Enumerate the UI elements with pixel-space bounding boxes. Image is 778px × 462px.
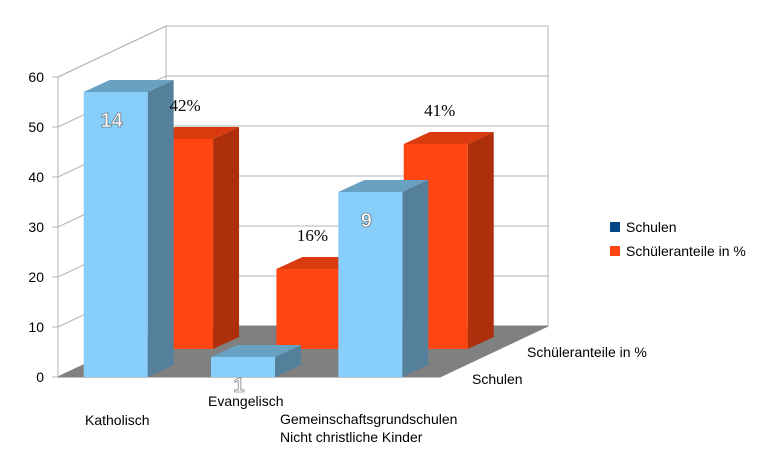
y-tick-label: 10 — [28, 319, 44, 335]
category-labels: Katholisch Evangelisch Gemeinschaftsgrunds… — [85, 393, 457, 445]
bar-side — [402, 180, 429, 377]
category-label: Gemeinschaftsgrundschulen Nicht christlic… — [280, 411, 457, 445]
depth-label-schueleranteile: Schüleranteile in % — [527, 344, 647, 360]
bar-front — [211, 357, 275, 377]
gridline — [57, 25, 548, 78]
y-axis-ticks: 0 10 20 30 40 50 60 — [28, 69, 58, 385]
legend-label: Schüleranteile in % — [626, 243, 746, 259]
legend-swatch — [610, 222, 620, 232]
category-label: Evangelisch — [208, 393, 284, 409]
bars — [83, 80, 494, 377]
data-label-schueleranteile: 41% — [424, 101, 455, 120]
bar-side — [275, 345, 301, 377]
bar-side — [467, 131, 494, 349]
y-tick-label: 40 — [28, 169, 44, 185]
data-label-schueleranteile: 16% — [297, 226, 328, 245]
data-label-schulen: 14 — [101, 110, 124, 132]
legend-label: Schulen — [626, 219, 677, 235]
y-tick-label: 60 — [28, 69, 44, 85]
legend-swatch — [610, 246, 620, 256]
bar-top — [83, 80, 174, 92]
y-tick-label: 0 — [36, 369, 44, 385]
bar-side — [147, 80, 174, 377]
bar-front — [338, 192, 403, 377]
data-labels: 42% 16% 41% 14 1 9 — [100, 96, 455, 397]
legend: Schulen Schüleranteile in % — [610, 219, 746, 259]
bar-side — [213, 126, 240, 349]
depth-label-schulen: Schulen — [472, 371, 523, 387]
bar-front — [276, 268, 341, 349]
data-label-schulen: 1 — [233, 375, 244, 397]
y-tick-label: 20 — [28, 269, 44, 285]
bar-0-2 — [338, 180, 429, 377]
y-tick-label: 30 — [28, 219, 44, 235]
y-tick-label: 50 — [28, 119, 44, 135]
bar-top — [211, 345, 301, 357]
data-label-schulen: 9 — [361, 210, 372, 232]
bar-0-0 — [83, 80, 174, 377]
category-label: Katholisch — [85, 412, 150, 428]
data-label-schueleranteile: 42% — [169, 96, 200, 115]
bar-top — [403, 131, 494, 144]
bar-0-1 — [211, 345, 301, 377]
bar-front — [83, 92, 148, 377]
bar-top — [338, 180, 429, 192]
